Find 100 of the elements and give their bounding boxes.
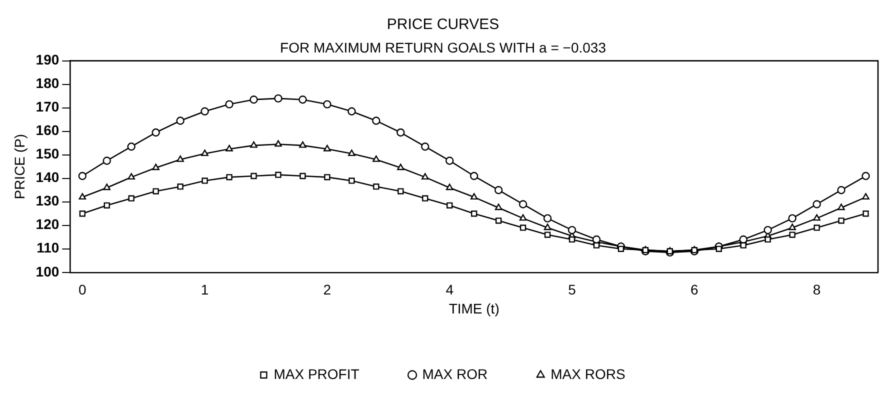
point bbox=[348, 178, 355, 184]
point bbox=[250, 141, 258, 148]
point bbox=[519, 214, 527, 221]
point bbox=[618, 246, 624, 252]
point bbox=[446, 202, 453, 208]
y-tick-label: 120 bbox=[36, 216, 60, 232]
chart-title: PRICE CURVES bbox=[386, 16, 500, 34]
point bbox=[152, 164, 160, 170]
point bbox=[176, 116, 184, 125]
point bbox=[396, 128, 405, 137]
point bbox=[568, 226, 576, 234]
legend-label: MAX ROR bbox=[422, 366, 488, 382]
y-tick-label: 180 bbox=[36, 75, 60, 92]
point bbox=[495, 218, 502, 224]
y-tick-label: 110 bbox=[36, 240, 60, 256]
point bbox=[79, 210, 86, 217]
point bbox=[838, 204, 845, 210]
y-tick-label: 160 bbox=[36, 122, 60, 138]
point bbox=[544, 224, 552, 230]
point bbox=[397, 164, 404, 170]
point bbox=[372, 155, 380, 162]
y-axis-title: PRICE (P) bbox=[11, 134, 28, 200]
point bbox=[398, 188, 404, 194]
point bbox=[104, 202, 110, 208]
legend-label: MAX RORS bbox=[550, 366, 626, 382]
x-tick-label: 8 bbox=[812, 282, 821, 298]
point bbox=[250, 172, 257, 180]
point bbox=[103, 184, 111, 190]
legend-label: MAX PROFIT bbox=[274, 366, 360, 382]
point bbox=[201, 150, 208, 156]
point bbox=[789, 232, 796, 238]
point bbox=[177, 184, 184, 190]
point bbox=[152, 188, 159, 194]
y-tick-label: 190 bbox=[36, 52, 60, 68]
x-tick-label: 5 bbox=[568, 282, 576, 298]
point bbox=[568, 236, 576, 243]
point bbox=[274, 94, 282, 103]
point bbox=[470, 172, 478, 180]
point bbox=[812, 200, 821, 208]
point bbox=[299, 141, 306, 148]
x-tick-label: 0 bbox=[78, 282, 86, 298]
chart-subtitle: FOR MAXIMUM RETURN GOALS WITH a = −0.033 bbox=[280, 39, 606, 56]
point bbox=[372, 116, 380, 125]
point bbox=[275, 172, 282, 178]
point bbox=[862, 172, 870, 180]
y-tick-label: 140 bbox=[36, 169, 60, 186]
point bbox=[176, 155, 184, 162]
point bbox=[348, 150, 356, 156]
point bbox=[764, 236, 771, 243]
point bbox=[250, 95, 258, 104]
point bbox=[788, 224, 796, 230]
x-tick-label: 2 bbox=[323, 282, 332, 298]
point bbox=[788, 214, 796, 222]
point bbox=[226, 174, 232, 180]
point bbox=[470, 193, 478, 200]
x-tick-label: 6 bbox=[690, 282, 698, 298]
point bbox=[544, 232, 551, 238]
point bbox=[764, 226, 772, 234]
point bbox=[421, 173, 429, 180]
point bbox=[813, 214, 820, 221]
point bbox=[518, 200, 528, 208]
point bbox=[543, 214, 552, 222]
point bbox=[716, 246, 722, 252]
point bbox=[520, 224, 526, 231]
point bbox=[814, 224, 820, 231]
x-tick-label: 4 bbox=[446, 282, 454, 298]
point bbox=[78, 193, 86, 200]
y-tick-label: 170 bbox=[36, 98, 60, 115]
point bbox=[323, 100, 332, 108]
point bbox=[373, 184, 380, 190]
x-axis-title: TIME (t) bbox=[448, 300, 500, 316]
y-tick-label: 100 bbox=[36, 263, 60, 280]
point bbox=[127, 142, 136, 151]
point bbox=[471, 210, 478, 217]
y-tick-label: 130 bbox=[36, 192, 60, 209]
point bbox=[128, 195, 134, 202]
point bbox=[446, 156, 454, 165]
point bbox=[274, 140, 282, 147]
point bbox=[152, 128, 160, 137]
x-tick-label: 1 bbox=[200, 282, 209, 298]
point bbox=[225, 100, 234, 108]
point bbox=[862, 193, 870, 200]
point bbox=[421, 142, 430, 151]
point bbox=[102, 156, 111, 165]
point bbox=[494, 186, 503, 194]
point bbox=[128, 173, 135, 180]
point bbox=[78, 172, 86, 180]
point bbox=[862, 210, 869, 217]
point bbox=[200, 107, 209, 116]
point bbox=[348, 107, 356, 116]
point bbox=[422, 195, 428, 202]
point bbox=[494, 204, 502, 210]
point bbox=[300, 172, 306, 180]
point bbox=[324, 144, 331, 152]
y-tick-label: 150 bbox=[36, 146, 60, 162]
point bbox=[298, 95, 307, 104]
point bbox=[202, 178, 208, 184]
point bbox=[838, 218, 844, 224]
point bbox=[226, 144, 233, 152]
point bbox=[837, 186, 846, 194]
